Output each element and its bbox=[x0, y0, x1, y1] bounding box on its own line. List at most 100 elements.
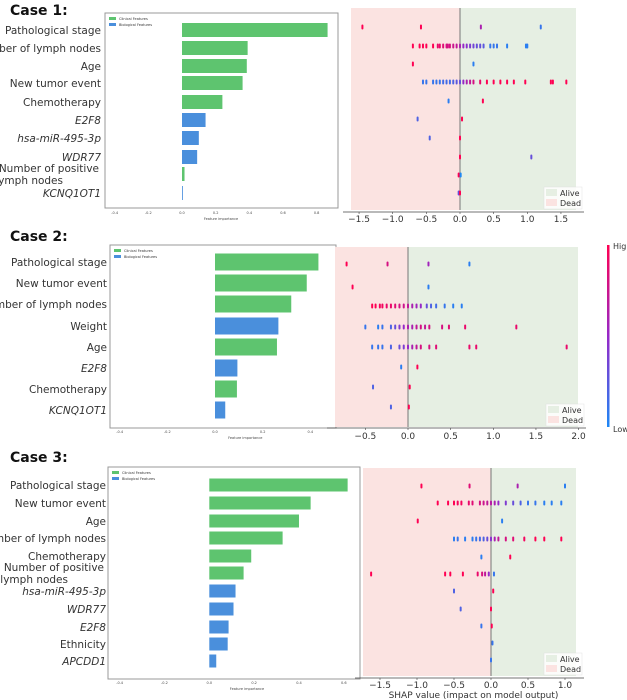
label-line: Number of positive bbox=[0, 163, 99, 175]
bar-kcnq1ot1 bbox=[215, 401, 226, 419]
x-tick-label: -0.2 bbox=[161, 681, 168, 685]
shap-point bbox=[452, 79, 455, 85]
shap-point bbox=[372, 384, 375, 390]
shap-point bbox=[526, 43, 529, 49]
shap-point bbox=[381, 344, 384, 350]
shap-point bbox=[438, 79, 441, 85]
shap-point bbox=[506, 79, 509, 85]
shap-point bbox=[493, 536, 496, 542]
shap-x-tick-label: −1.0 bbox=[382, 215, 404, 225]
shap-point bbox=[472, 79, 475, 85]
bar-hsa-mir-495-3p bbox=[182, 131, 199, 145]
label-line: lymph nodes bbox=[0, 574, 68, 586]
shap-point bbox=[398, 324, 401, 330]
dead-region bbox=[363, 468, 491, 676]
shap-point bbox=[492, 571, 495, 577]
feature-label: Weight bbox=[70, 321, 107, 333]
bar-kcnq1ot1 bbox=[182, 186, 183, 200]
shap-point bbox=[411, 303, 414, 309]
shap-point bbox=[550, 500, 553, 506]
x-tick-label: 0.0 bbox=[212, 430, 218, 434]
shap-point bbox=[504, 536, 507, 542]
feature-label: E2F8 bbox=[75, 115, 101, 127]
shap-point bbox=[374, 303, 377, 309]
shap-point bbox=[441, 324, 444, 330]
shap-point bbox=[428, 135, 431, 141]
legend-swatch-clinical bbox=[114, 249, 121, 252]
bar-pathological-stage bbox=[215, 253, 319, 271]
x-tick-label: -0.4 bbox=[111, 211, 119, 215]
feature-label: hsa-miR-495-3p bbox=[17, 133, 101, 145]
shap-point bbox=[492, 79, 495, 85]
feature-importance-chart: Pathological stage New tumor event Age Numb… bbox=[0, 466, 361, 691]
shap-point bbox=[432, 79, 435, 85]
legend-label-biological: Biological Features bbox=[124, 255, 157, 259]
shap-point bbox=[421, 43, 424, 49]
shap-point bbox=[381, 324, 384, 330]
shap-point bbox=[481, 98, 484, 104]
legend-swatch-biological bbox=[112, 477, 119, 480]
bar-hsa-mir-495-3p bbox=[209, 584, 236, 598]
shap-point bbox=[456, 536, 459, 542]
x-tick-label: 0.0 bbox=[179, 211, 185, 215]
shap-point bbox=[479, 43, 482, 49]
shap-point bbox=[438, 43, 441, 49]
shap-point bbox=[435, 79, 438, 85]
x-tick-label: 0.6 bbox=[280, 211, 286, 215]
shap-point bbox=[461, 571, 464, 577]
shap-point bbox=[472, 43, 475, 49]
shap-point bbox=[464, 536, 467, 542]
shap-point bbox=[485, 79, 488, 85]
shap-point bbox=[443, 303, 446, 309]
shap-x-tick-label: 1.0 bbox=[486, 432, 501, 442]
shap-point bbox=[530, 154, 533, 160]
shap-point bbox=[400, 364, 403, 370]
case-1-panel: Pathological stage Number of lymph nodes A… bbox=[0, 8, 584, 225]
shap-point bbox=[504, 500, 507, 506]
bar-number-of-positive-lymph-nodes bbox=[209, 566, 244, 580]
shap-point bbox=[462, 79, 465, 85]
shap-point bbox=[490, 657, 492, 663]
shap-point bbox=[472, 61, 475, 67]
legend-swatch-clinical bbox=[109, 17, 116, 20]
shap-point bbox=[442, 43, 445, 49]
shap-point bbox=[444, 571, 447, 577]
shap-point bbox=[394, 303, 397, 309]
shap-point bbox=[482, 500, 485, 506]
shap-point bbox=[462, 43, 465, 49]
shap-point bbox=[386, 261, 389, 267]
shap-point bbox=[424, 324, 427, 330]
shap-point bbox=[420, 483, 423, 489]
legend-label-dead: Dead bbox=[560, 199, 581, 208]
shap-point bbox=[481, 571, 484, 577]
shap-point bbox=[468, 344, 471, 350]
shap-point bbox=[460, 303, 463, 309]
bar-e2f8 bbox=[209, 620, 229, 634]
shap-point bbox=[415, 324, 418, 330]
bar-e2f8 bbox=[215, 359, 238, 377]
shap-point bbox=[539, 24, 542, 30]
x-tick-label: 0.4 bbox=[308, 430, 314, 434]
shap-point bbox=[452, 303, 455, 309]
shap-point bbox=[464, 324, 467, 330]
shap-point bbox=[459, 190, 461, 196]
bar-number-of-lymph-nodes bbox=[215, 295, 292, 313]
shap-point bbox=[468, 261, 471, 267]
shap-point bbox=[492, 588, 495, 594]
shap-point bbox=[389, 303, 392, 309]
shap-point bbox=[385, 303, 388, 309]
shap-point bbox=[486, 500, 489, 506]
shap-point bbox=[416, 518, 419, 524]
label-line: Number of positive bbox=[4, 562, 104, 574]
shap-x-tick-label: 0.0 bbox=[401, 432, 416, 442]
bar-age bbox=[182, 59, 247, 73]
shap-point bbox=[425, 303, 428, 309]
shap-point bbox=[371, 344, 374, 350]
shap-x-tick-label: −1.0 bbox=[406, 681, 428, 691]
shap-point bbox=[415, 303, 418, 309]
colorbar-low-label: Low bbox=[613, 425, 627, 434]
bar-number-of-positive-lymph-nodes bbox=[182, 167, 185, 181]
shap-point bbox=[497, 500, 500, 506]
